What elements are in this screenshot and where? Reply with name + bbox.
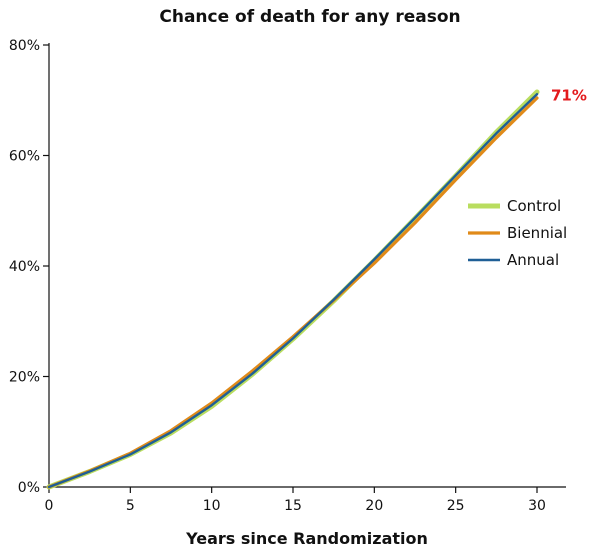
legend-label-annual: Annual: [507, 251, 559, 269]
x-tick-label: 10: [203, 498, 221, 514]
chart-title: Chance of death for any reason: [159, 7, 460, 27]
x-tick-label: 20: [365, 498, 383, 514]
legend-label-biennial: Biennial: [507, 224, 567, 242]
y-tick-label: 20%: [9, 370, 40, 386]
y-tick-label: 80%: [9, 38, 40, 54]
x-axis-label: Years since Randomization: [185, 529, 428, 548]
x-tick-label: 25: [447, 498, 465, 514]
axes: 0% 20% 40% 60% 80% 0 5 10 15 20 25 30: [9, 38, 566, 514]
x-tick-label: 30: [528, 498, 546, 514]
series-line-annual: [47, 92, 539, 489]
y-tick-label: 60%: [9, 149, 40, 165]
y-tick-label: 0%: [18, 480, 40, 496]
legend: Control Biennial Annual: [468, 197, 567, 269]
series-line-biennial: [47, 96, 539, 489]
x-tick-label: 5: [126, 498, 135, 514]
series-layer: [46, 89, 540, 490]
x-tick-label: 15: [284, 498, 302, 514]
y-tick-label: 40%: [9, 259, 40, 275]
legend-label-control: Control: [507, 197, 561, 215]
end-value-annotation: 71%: [551, 87, 587, 105]
x-tick-label: 0: [45, 498, 54, 514]
series-line-control: [46, 89, 540, 490]
